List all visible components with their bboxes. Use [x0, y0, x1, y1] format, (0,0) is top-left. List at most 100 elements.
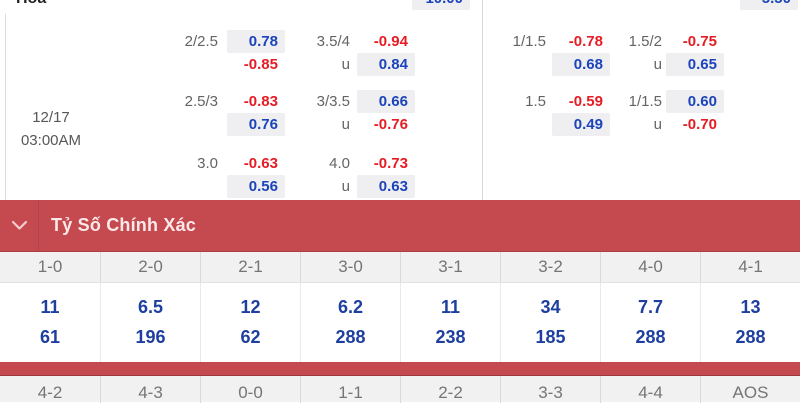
score-header: 0-0: [200, 376, 300, 403]
score-header: AOS: [700, 376, 800, 403]
score-odds-value[interactable]: 7.7: [637, 297, 664, 317]
total-label: 1.5/2: [628, 33, 662, 50]
score-header: 4-2: [37, 383, 63, 402]
odds-column-divider: [482, 0, 483, 200]
odds-value: [666, 175, 724, 198]
odds-pair: 1.5 -0.59: [484, 90, 610, 113]
score-odds-value[interactable]: 13: [740, 297, 761, 317]
score-odds-value[interactable]: 62: [240, 327, 261, 347]
score-header: 3-3: [500, 376, 600, 403]
score-header: 3-2: [500, 252, 600, 282]
score-header: 1-1: [300, 376, 400, 403]
section-left-border: [5, 14, 6, 200]
score-odds-value[interactable]: 288: [735, 327, 766, 347]
score-column: 12 62: [200, 283, 300, 362]
under-label: u: [653, 56, 662, 73]
score-odds-value[interactable]: 238: [435, 327, 466, 347]
odds-value[interactable]: 0.78: [227, 30, 285, 53]
match-time-label: 03:00AM: [20, 132, 82, 149]
score-header: 1-0: [37, 257, 63, 276]
total-label: 3.5/4: [316, 33, 350, 50]
section-title: Tỷ Số Chính Xác: [51, 215, 197, 235]
odds-pair: [598, 175, 724, 198]
score-odds-grid: 11 61 6.5 196 12 62 6.2 288 11 238 34 18…: [0, 283, 800, 362]
score-header-row-2: 4-2 4-3 0-0 1-1 2-2 3-3 4-4 AOS: [0, 376, 800, 403]
score-odds-value[interactable]: 196: [135, 327, 166, 347]
score-odds-value[interactable]: 185: [535, 327, 566, 347]
odds-pair: u 0.84: [288, 53, 415, 76]
chevron-down-icon[interactable]: [0, 200, 38, 251]
odds-pair: 0.68: [484, 53, 610, 76]
odds-value[interactable]: -0.63: [243, 155, 278, 172]
score-odds-value[interactable]: 6.5: [137, 297, 164, 317]
score-odds-value[interactable]: 288: [635, 327, 666, 347]
odds-pair: [484, 175, 610, 198]
handicap-label: 2/2.5: [184, 33, 218, 50]
odds-pair: 3.0 -0.63: [140, 152, 285, 175]
draw-label: Hòa: [16, 0, 46, 8]
under-label: u: [653, 116, 662, 133]
odds-pair: 2/2.5 0.78: [140, 30, 285, 53]
odds-value[interactable]: 0.60: [666, 90, 724, 113]
odds-pair: 1/1.5 0.60: [598, 90, 724, 113]
red-divider-bar: [0, 362, 800, 376]
score-header: 3-1: [400, 252, 500, 282]
score-odds-value[interactable]: 61: [39, 327, 61, 347]
odds-pair: u -0.70: [598, 113, 724, 136]
odds-value[interactable]: 0.49: [552, 113, 610, 136]
score-header: 2-1: [200, 252, 300, 282]
score-odds-value[interactable]: 34: [540, 297, 561, 317]
odds-pair: u -0.76: [288, 113, 415, 136]
score-header: 4-1: [700, 252, 800, 282]
score-odds-value[interactable]: 12: [240, 297, 261, 317]
score-column: 6.2 288: [300, 283, 400, 362]
total-label: 3/3.5: [316, 93, 350, 110]
odds-pair: 1/1.5 -0.78: [484, 30, 610, 53]
odds-pair: u 0.63: [288, 175, 415, 198]
score-header: 3-0: [300, 252, 400, 282]
odds-pair: 3/3.5 0.66: [288, 90, 415, 113]
odds-pair: 3.5/4 -0.94: [288, 30, 415, 53]
odds-value[interactable]: 0.56: [227, 175, 285, 198]
handicap-label: 1/1.5: [512, 33, 546, 50]
score-odds-value[interactable]: 6.2: [337, 297, 364, 317]
odds-value[interactable]: -0.78: [568, 33, 603, 50]
odds-value[interactable]: -0.70: [682, 116, 717, 133]
odds-value[interactable]: -0.83: [243, 93, 278, 110]
under-label: u: [341, 116, 350, 133]
score-column: 34 185: [500, 283, 600, 362]
score-header: 2-0: [100, 252, 200, 282]
score-column: 6.5 196: [100, 283, 200, 362]
odds-value[interactable]: 0.63: [357, 175, 415, 198]
score-header: 4-4: [600, 376, 700, 403]
section-header-correct-score[interactable]: Tỷ Số Chính Xác: [0, 200, 800, 252]
odds-value[interactable]: -0.76: [373, 116, 408, 133]
odds-pair: [598, 152, 724, 175]
odds-value[interactable]: 5.50: [740, 0, 798, 10]
odds-value[interactable]: -0.73: [373, 155, 408, 172]
odds-value[interactable]: -0.85: [243, 56, 278, 73]
odds-value[interactable]: 0.76: [227, 113, 285, 136]
handicap-label: 3.0: [197, 155, 218, 172]
total-label: 1/1.5: [628, 93, 662, 110]
score-odds-value[interactable]: 288: [335, 327, 366, 347]
odds-value[interactable]: 0.84: [357, 53, 415, 76]
under-label: u: [341, 56, 350, 73]
odds-value[interactable]: -0.94: [373, 33, 408, 50]
score-column: 11 61: [0, 283, 100, 362]
score-odds-value[interactable]: 11: [440, 297, 461, 317]
odds-value[interactable]: 0.66: [357, 90, 415, 113]
total-label: 4.0: [329, 155, 350, 172]
header-separator: [38, 200, 39, 251]
match-datetime: 12/17 03:00AM: [5, 106, 97, 152]
odds-pair: [484, 152, 610, 175]
odds-value[interactable]: -0.75: [682, 33, 717, 50]
odds-value[interactable]: -0.59: [568, 93, 603, 110]
odds-value[interactable]: 10.00: [412, 0, 470, 10]
odds-value[interactable]: 0.65: [666, 53, 724, 76]
score-odds-value[interactable]: 11: [40, 297, 60, 317]
handicap-label: 1.5: [525, 93, 546, 110]
odds-value[interactable]: 0.68: [552, 53, 610, 76]
odds-pair: 1.5/2 -0.75: [598, 30, 724, 53]
score-header: 4-0: [600, 252, 700, 282]
